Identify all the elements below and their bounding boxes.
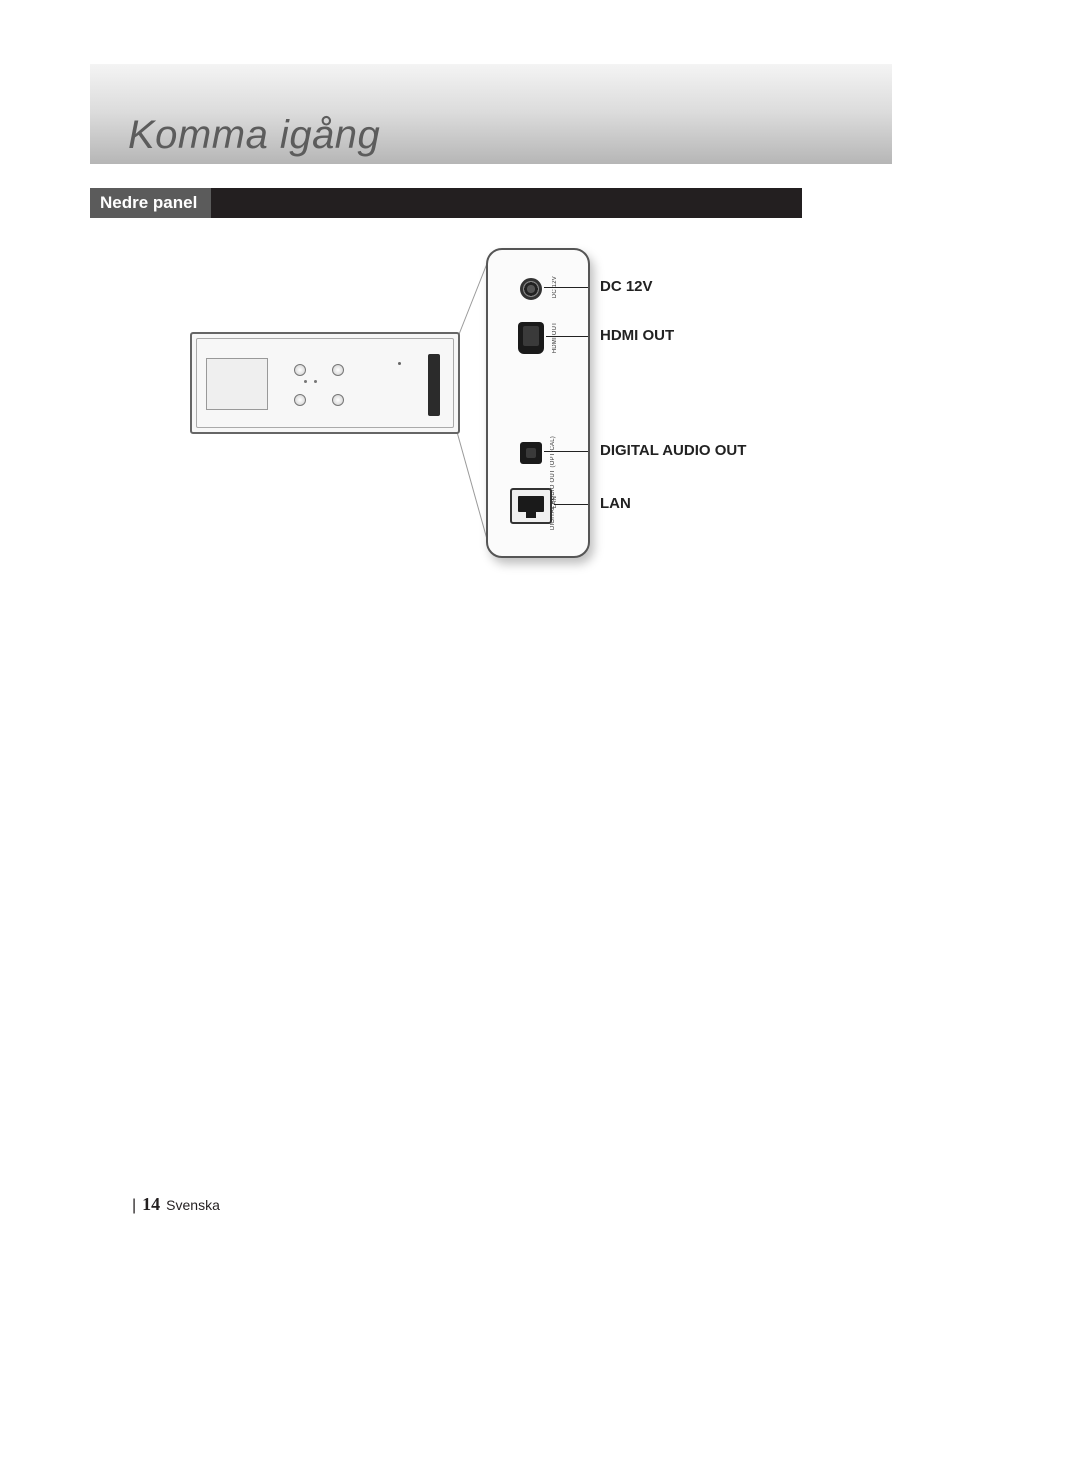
page-number: 14 [142, 1194, 160, 1215]
diagram: DC 12V HDMI OUT DIGITAL AUDIO OUT (OPTIC… [90, 248, 892, 628]
callout-optical: DIGITAL AUDIO OUT [600, 442, 746, 459]
page-footer: | 14 Svenska [132, 1194, 220, 1215]
screw-icon [294, 394, 306, 406]
callout-dc: DC 12V [600, 278, 653, 295]
screw-icon [294, 364, 306, 376]
pinhole [398, 362, 401, 365]
leader-line [554, 504, 588, 505]
lan-port-icon [510, 488, 552, 524]
screw-icon [332, 394, 344, 406]
section-bar-inner: Nedre panel [90, 188, 211, 218]
port-strip [428, 354, 440, 416]
leader-line [544, 451, 588, 452]
section-title: Nedre panel [100, 193, 197, 213]
footer-language: Svenska [166, 1197, 220, 1213]
section-bar: Nedre panel [90, 188, 802, 218]
callout-lan: LAN [600, 495, 631, 512]
leader-line [544, 287, 588, 288]
port-panel: DC 12V HDMI OUT DIGITAL AUDIO OUT (OPTIC… [486, 248, 590, 558]
dc-jack-icon [520, 278, 542, 300]
indicator-dots [304, 380, 307, 383]
footer-divider: | [132, 1197, 136, 1215]
leader-line [546, 336, 588, 337]
optical-port-icon [520, 442, 542, 464]
page-title: Komma igång [128, 113, 380, 158]
panel-label-hdmi: HDMI OUT [552, 322, 558, 353]
screw-icon [332, 364, 344, 376]
disc-slot-area [206, 358, 268, 410]
header-bar: Komma igång [90, 64, 892, 164]
page-content: Komma igång Nedre panel DC 12V H [90, 64, 892, 628]
hdmi-port-icon [518, 322, 544, 354]
device-bottom-view [190, 332, 460, 434]
panel-label-lan: LAN [552, 496, 558, 508]
callout-hdmi: HDMI OUT [600, 327, 674, 344]
